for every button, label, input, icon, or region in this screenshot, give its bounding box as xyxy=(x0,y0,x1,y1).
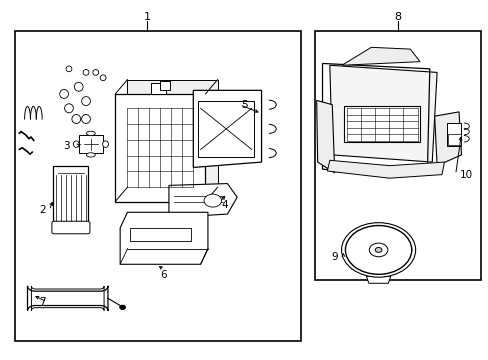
Text: 5: 5 xyxy=(241,100,247,110)
Text: 1: 1 xyxy=(143,12,150,22)
FancyBboxPatch shape xyxy=(52,221,90,234)
Polygon shape xyxy=(327,160,444,178)
Bar xyxy=(53,166,88,232)
Bar xyxy=(198,101,254,157)
Bar xyxy=(160,81,170,90)
Bar xyxy=(130,228,190,241)
Text: 2: 2 xyxy=(39,206,45,216)
Polygon shape xyxy=(27,286,108,311)
Ellipse shape xyxy=(86,153,95,157)
Text: 9: 9 xyxy=(331,252,337,262)
Ellipse shape xyxy=(74,82,83,91)
Polygon shape xyxy=(329,65,436,162)
Circle shape xyxy=(368,243,387,257)
Polygon shape xyxy=(316,100,334,173)
Ellipse shape xyxy=(81,96,90,105)
Ellipse shape xyxy=(60,89,68,98)
Ellipse shape xyxy=(93,69,99,75)
Ellipse shape xyxy=(64,104,73,113)
Ellipse shape xyxy=(86,131,95,135)
Bar xyxy=(446,123,461,146)
Bar xyxy=(79,135,103,153)
Bar xyxy=(315,31,480,280)
Polygon shape xyxy=(341,47,419,65)
Circle shape xyxy=(120,305,125,310)
Text: 7: 7 xyxy=(39,297,45,307)
Text: 8: 8 xyxy=(394,12,401,22)
Polygon shape xyxy=(366,276,390,283)
Polygon shape xyxy=(127,80,217,187)
Ellipse shape xyxy=(66,66,72,72)
Polygon shape xyxy=(168,184,237,218)
Text: 3: 3 xyxy=(63,141,70,151)
Ellipse shape xyxy=(102,141,108,147)
Circle shape xyxy=(341,223,415,277)
Ellipse shape xyxy=(81,114,90,123)
Bar xyxy=(151,83,165,94)
Ellipse shape xyxy=(100,75,106,81)
Text: 10: 10 xyxy=(459,170,472,180)
Polygon shape xyxy=(115,94,205,202)
Polygon shape xyxy=(434,112,461,166)
Bar xyxy=(447,134,460,145)
Text: 4: 4 xyxy=(221,200,228,210)
Ellipse shape xyxy=(72,114,81,123)
Text: 6: 6 xyxy=(161,270,167,280)
Ellipse shape xyxy=(83,69,89,75)
Bar xyxy=(15,31,300,341)
Circle shape xyxy=(345,226,411,274)
Polygon shape xyxy=(193,90,261,167)
Ellipse shape xyxy=(73,141,79,147)
Bar xyxy=(344,107,419,142)
Circle shape xyxy=(374,247,381,252)
Circle shape xyxy=(203,194,221,207)
Polygon shape xyxy=(120,212,207,264)
